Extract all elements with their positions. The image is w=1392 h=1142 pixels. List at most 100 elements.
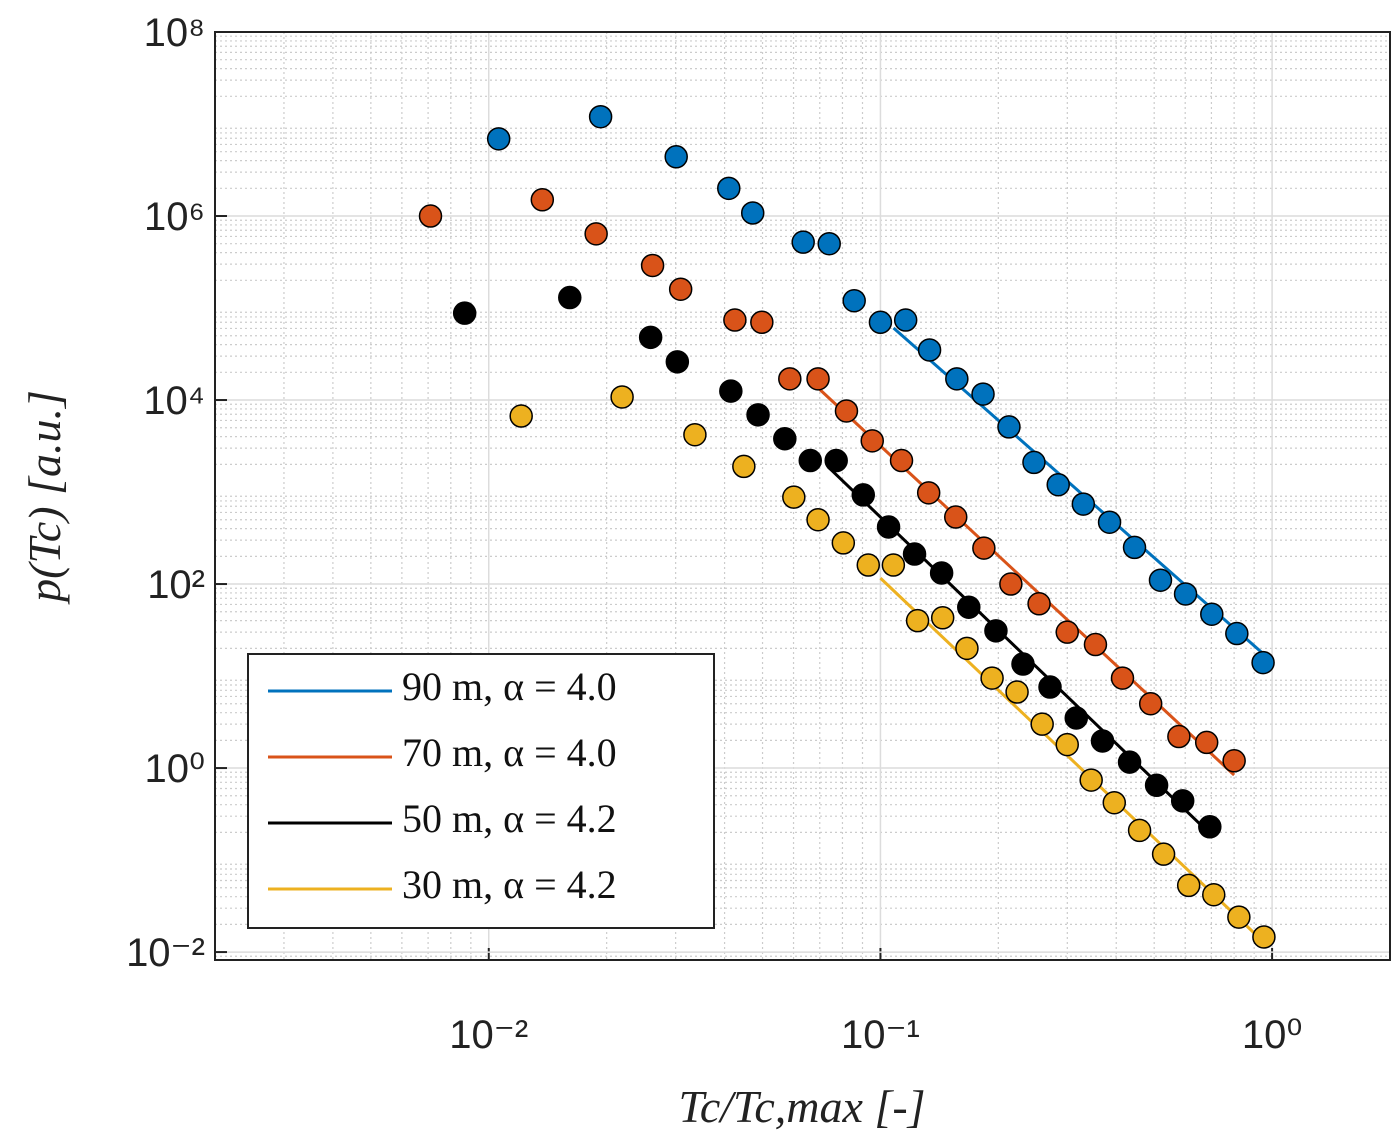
data-point <box>1030 712 1054 736</box>
x-axis-label: Tc/Tc,max [-] <box>678 1081 925 1132</box>
data-point <box>610 385 634 409</box>
data-point <box>842 288 866 313</box>
data-point <box>1200 602 1224 626</box>
data-point <box>1194 730 1219 755</box>
data-point <box>856 553 881 577</box>
legend-label: 90 m, α = 4.0 <box>402 664 617 709</box>
data-point <box>831 531 856 555</box>
data-point <box>486 127 511 151</box>
data-point <box>876 515 901 539</box>
data-point <box>1005 680 1029 704</box>
data-point <box>1138 691 1163 716</box>
data-point <box>955 636 979 661</box>
y-tick-label: 10⁸ <box>144 11 205 55</box>
data-point <box>916 481 941 505</box>
data-point <box>930 606 955 630</box>
data-point <box>588 104 613 129</box>
data-point <box>717 176 741 201</box>
data-point <box>1071 492 1096 516</box>
data-point <box>798 448 823 473</box>
data-point <box>584 222 608 246</box>
data-point <box>719 379 743 403</box>
x-tick-label: 10⁻¹ <box>841 1013 920 1057</box>
data-point <box>997 415 1021 439</box>
data-point <box>1011 652 1035 676</box>
data-point <box>1102 790 1127 815</box>
data-point <box>638 325 663 350</box>
data-point <box>452 301 477 325</box>
data-point <box>746 403 770 427</box>
data-point <box>1127 818 1152 843</box>
data-point <box>1027 592 1051 616</box>
data-point <box>1090 729 1115 753</box>
data-point <box>1151 842 1176 866</box>
data-point <box>732 454 756 479</box>
fit-line <box>813 383 1236 777</box>
legend-label: 50 m, α = 4.2 <box>402 796 617 841</box>
data-point <box>893 308 918 332</box>
data-point <box>778 367 802 391</box>
data-point <box>1173 582 1198 606</box>
data-point <box>1055 732 1079 757</box>
data-point <box>418 204 443 228</box>
data-point <box>740 201 765 225</box>
y-tick-label: 10⁰ <box>144 747 205 791</box>
data-point <box>750 310 774 335</box>
data-point <box>1046 472 1070 497</box>
data-point <box>1222 749 1246 773</box>
data-point <box>806 507 830 532</box>
data-point <box>1022 450 1046 475</box>
data-point <box>834 399 859 423</box>
data-point <box>889 448 914 473</box>
data-point <box>791 230 815 254</box>
data-point <box>1144 773 1169 798</box>
legend-label: 30 m, α = 4.2 <box>402 862 617 907</box>
data-point <box>723 308 747 332</box>
data-point <box>881 553 906 577</box>
data-point <box>664 145 688 169</box>
data-point <box>1252 925 1276 949</box>
data-point <box>509 404 533 428</box>
data-point <box>1055 620 1079 644</box>
data-point <box>1064 706 1088 730</box>
data-point <box>1097 510 1122 534</box>
data-point <box>984 619 1008 643</box>
data-point <box>1079 768 1103 792</box>
data-point <box>782 485 806 509</box>
data-point <box>980 666 1004 690</box>
data-point <box>972 536 996 560</box>
data-point <box>1038 675 1062 699</box>
data-point <box>1167 724 1191 749</box>
data-point <box>668 277 693 301</box>
data-point <box>929 561 954 585</box>
data-point <box>1176 873 1201 898</box>
data-point <box>905 608 930 633</box>
data-point <box>1110 666 1135 690</box>
data-point <box>945 367 969 391</box>
y-tick-label: 10² <box>147 563 205 607</box>
data-point <box>943 505 968 529</box>
data-point <box>1170 789 1195 813</box>
data-point <box>1225 621 1249 646</box>
data-point <box>1227 905 1251 929</box>
data-point <box>1198 815 1222 839</box>
legend-label: 70 m, α = 4.0 <box>402 730 617 775</box>
data-point <box>851 483 876 507</box>
data-point <box>957 595 981 619</box>
data-point <box>817 231 841 256</box>
data-point <box>1202 882 1226 907</box>
data-point <box>806 367 830 391</box>
y-axis-label: p(Tc) [a.u.] <box>19 390 70 605</box>
data-point <box>860 429 884 453</box>
data-point <box>1083 632 1108 657</box>
data-point <box>917 338 942 362</box>
y-tick-label: 10⁴ <box>143 379 205 423</box>
y-tick-label: 10⁶ <box>144 195 205 239</box>
legend-box <box>247 653 715 929</box>
data-point <box>868 310 893 335</box>
data-point <box>971 382 995 406</box>
data-point <box>1122 535 1147 560</box>
data-point <box>824 448 848 473</box>
data-point <box>902 542 927 566</box>
